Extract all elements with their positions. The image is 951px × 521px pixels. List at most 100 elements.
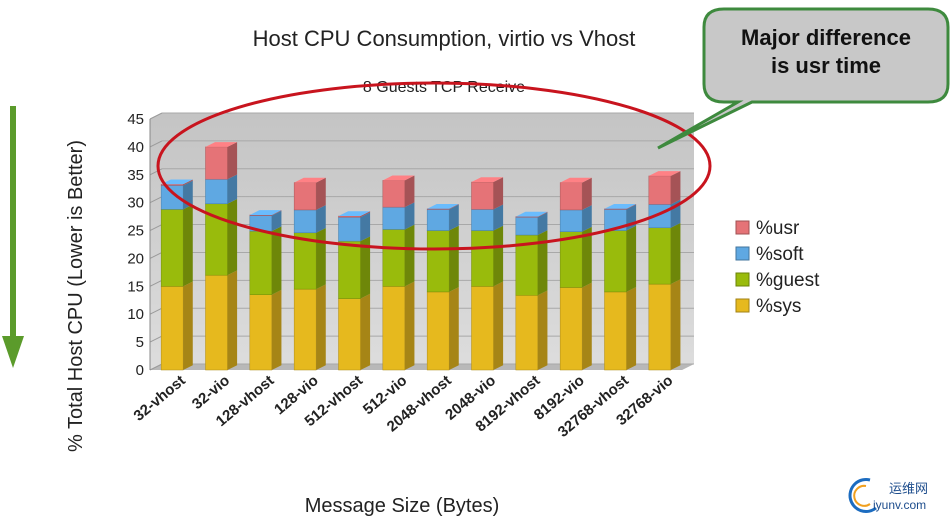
legend-swatch [735, 272, 750, 287]
bar-segment-guest [471, 230, 494, 287]
bar-segment-soft [515, 216, 539, 236]
legend-label: %guest [756, 270, 820, 291]
bar-side-usr [670, 171, 681, 205]
bar-side-usr [537, 211, 548, 218]
bar-side-usr [360, 211, 371, 218]
bar-segment-sys [205, 274, 228, 371]
bar-side-sys [537, 290, 548, 370]
bar-side-usr [626, 204, 637, 210]
bar-side-usr [582, 177, 592, 210]
bar-segment-soft [205, 178, 228, 205]
legend-swatch [735, 220, 750, 235]
y-tick-label: 25 [127, 223, 144, 240]
plot-floor [150, 364, 694, 370]
y-tick-label: 10 [127, 306, 144, 323]
bar-segment-usr [249, 214, 273, 216]
bar-segment-soft [338, 216, 361, 242]
bar-segment-sys [382, 286, 406, 371]
bar-side-guest [227, 198, 238, 276]
bar-side-soft [227, 174, 238, 204]
bar-side-soft [316, 205, 326, 233]
bar-segment-guest [426, 230, 450, 293]
bar-segment-soft [382, 206, 406, 230]
better-arrow [2, 106, 24, 368]
bar-side-soft [449, 204, 459, 231]
x-tick-label: 32-vhost [131, 372, 189, 425]
bar-segment-usr [648, 175, 672, 205]
y-gridline-side [149, 112, 163, 120]
bar-side-soft [537, 212, 548, 236]
bar-side-guest [404, 224, 415, 287]
y-gridline-side [149, 363, 163, 371]
bar-side-guest [449, 225, 459, 292]
legend-label: %soft [756, 244, 804, 265]
highlight-ellipse [156, 81, 712, 251]
x-axis-label: Message Size (Bytes) [305, 495, 500, 517]
bar-segment-usr [515, 216, 539, 218]
bar-side-soft [271, 210, 282, 232]
bar-side-guest [537, 230, 548, 296]
bar-segment-soft [293, 209, 317, 234]
bar-side-guest [271, 226, 282, 295]
y-tick-label: 0 [136, 362, 144, 379]
y-gridline-side [149, 251, 163, 259]
plot-back-wall [150, 113, 694, 370]
bar-side-sys [404, 281, 415, 370]
bar-segment-guest [338, 240, 361, 299]
bar-group [160, 142, 681, 371]
y-tick-label: 35 [127, 167, 144, 184]
bar-segment-sys [515, 295, 539, 371]
callout-text: Major difference is usr time [706, 24, 946, 80]
bar-segment-guest [249, 230, 273, 295]
bar-segment-sys [471, 286, 494, 371]
bar-side-usr [271, 210, 282, 216]
bar-segment-sys [160, 286, 184, 371]
plot-wall [150, 113, 694, 370]
y-tick-label: 45 [127, 111, 144, 128]
bar-side-sys [670, 279, 681, 370]
bar-side-soft [493, 204, 504, 231]
bar-side-soft [582, 205, 592, 232]
y-gridline-side [149, 224, 163, 232]
bar-side-guest [670, 222, 681, 285]
bar-side-usr [316, 177, 326, 210]
y-axis-label: % Total Host CPU (Lower is Better) [65, 140, 87, 452]
bar-side-guest [582, 226, 592, 288]
bar-side-guest [626, 225, 637, 292]
bar-top [427, 204, 459, 209]
bar-top [249, 210, 282, 215]
bar-segment-sys [426, 291, 450, 371]
watermark-text-cn: 运维网 [889, 482, 929, 497]
bar-side-sys [626, 287, 637, 370]
y-gridline-side [149, 196, 163, 204]
y-gridline-side [149, 335, 163, 343]
y-gridline-side [149, 168, 163, 176]
bar-segment-usr [426, 208, 450, 210]
bar-segment-sys [338, 298, 361, 371]
bar-segment-sys [293, 288, 317, 371]
bar-segment-guest [160, 209, 184, 287]
bar-top [560, 177, 592, 183]
bar-side-usr [404, 175, 415, 208]
bar-side-soft [404, 202, 415, 230]
y-gridline-side [149, 279, 163, 287]
bar-side-guest [360, 236, 371, 299]
bar-top [161, 179, 193, 185]
bar-segment-usr [471, 181, 494, 210]
bar-side-sys [582, 282, 592, 370]
bar-segment-guest [648, 227, 672, 285]
bar-segment-sys [648, 283, 672, 371]
bar-segment-sys [249, 294, 273, 371]
bar-side-sys [493, 281, 504, 370]
bar-top [648, 171, 681, 176]
x-axis-ticks: 32-vhost 32-vio128-vhost128-vio512-vhost5… [131, 372, 677, 441]
y-gridline-side [149, 307, 163, 315]
bar-segment-usr [293, 182, 317, 211]
bar-segment-guest [382, 229, 406, 287]
legend-swatch [735, 246, 750, 261]
chart-title: Host CPU Consumption, virtio vs Vhost [253, 26, 636, 51]
bar-side-sys [271, 289, 282, 370]
bar-side-sys [449, 287, 459, 370]
bar-segment-soft [559, 209, 583, 232]
